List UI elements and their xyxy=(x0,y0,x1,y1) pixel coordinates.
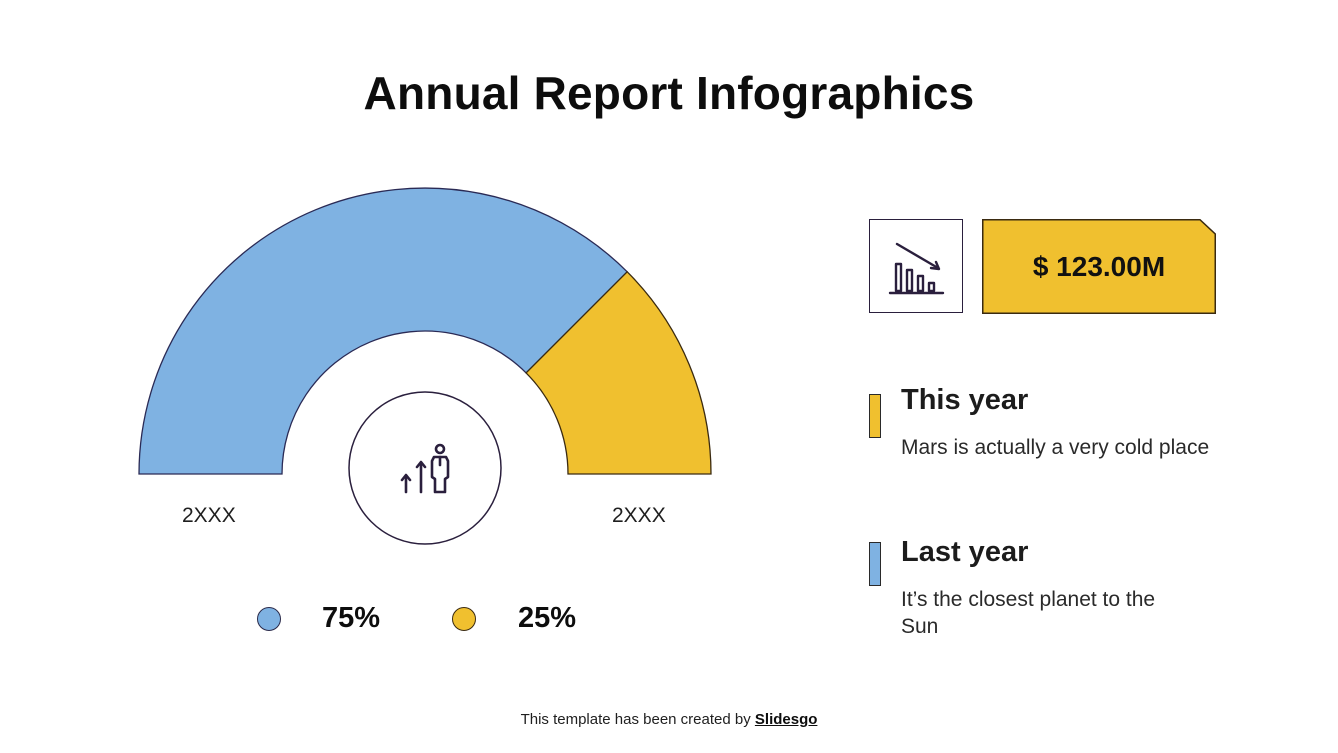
gauge-left-year-label: 2XXX xyxy=(182,504,236,527)
gauge-right-year-label: 2XXX xyxy=(612,504,666,527)
person-growth-arrows-icon xyxy=(400,443,450,494)
footer-text: This template has been created by xyxy=(520,711,755,728)
gauge-segment-last-year xyxy=(138,187,629,475)
this-year-title: This year xyxy=(901,384,1029,416)
last-year-marker xyxy=(869,542,881,586)
gauge-segment-this-year xyxy=(525,270,712,475)
stat-icon-box xyxy=(869,219,963,313)
bar-chart-decline-icon xyxy=(888,242,945,295)
legend-value-blue: 75% xyxy=(322,602,381,634)
footer-credit: This template has been created by Slides… xyxy=(0,711,1338,728)
amount-badge: $ 123.00M xyxy=(982,219,1216,314)
this-year-description: Mars is actually a very cold place xyxy=(901,436,1210,459)
amount-value: $ 123.00M xyxy=(1032,250,1166,282)
legend-dot-blue xyxy=(257,607,281,631)
legend-dot-yellow xyxy=(452,607,476,631)
page-title: Annual Report Infographics xyxy=(363,67,975,119)
legend-value-yellow: 25% xyxy=(518,602,577,634)
this-year-marker xyxy=(869,394,881,438)
slidesgo-link[interactable]: Slidesgo xyxy=(754,711,818,728)
last-year-title: Last year xyxy=(901,536,1029,568)
last-year-description: It’s the closest planet to the Sun xyxy=(901,588,1156,638)
